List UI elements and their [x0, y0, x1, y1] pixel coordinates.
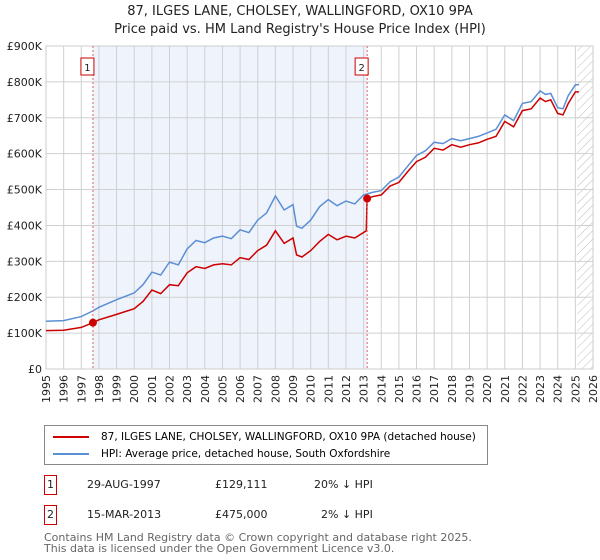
x-tick-label: 2020 [481, 375, 494, 403]
y-tick-label: £0 [28, 363, 42, 376]
y-tick-label: £900K [7, 40, 43, 53]
sale-point [363, 194, 372, 203]
price-chart: 1 2 1995 1996 1997 1998 1999 2000 2001 2002 2003 20… [7, 40, 600, 403]
x-tick-label: 1999 [111, 375, 124, 403]
legend-label: 87, ILGES LANE, CHOLSEY, WALLINGFORD, OX… [101, 431, 476, 443]
chart-subtitle: Price paid vs. HM Land Registry's House … [114, 22, 486, 37]
x-tick-label: 2021 [499, 375, 512, 403]
x-tick-label: 2005 [216, 375, 229, 403]
y-tick-label: £500K [7, 184, 43, 197]
x-tick-label: 2015 [393, 375, 406, 403]
x-tick-label: 2019 [463, 375, 476, 403]
chart-title: 87, ILGES LANE, CHOLSEY, WALLINGFORD, OX… [127, 4, 473, 19]
x-tick-label: 1996 [58, 375, 71, 403]
x-tick-label: 2012 [340, 375, 353, 403]
x-tick-label: 2000 [128, 375, 141, 403]
y-tick-label: £200K [7, 291, 43, 304]
x-tick-label: 2023 [534, 375, 547, 403]
forecast-hatch [577, 46, 593, 369]
transaction-badge: 1 [44, 475, 57, 495]
legend-item-property: 87, ILGES LANE, CHOLSEY, WALLINGFORD, OX… [53, 431, 476, 443]
legend-item-hpi: HPI: Average price, detached house, Sout… [53, 448, 390, 460]
x-tick-label: 2025 [569, 375, 582, 403]
x-tick-label: 2009 [287, 375, 300, 403]
x-tick-label: 2018 [446, 375, 459, 403]
y-tick-label: £600K [7, 148, 43, 161]
sale-marker-badge [354, 57, 369, 76]
x-tick-label: 2013 [358, 375, 371, 403]
x-tick-label: 2004 [199, 375, 212, 403]
blue-line-swatch [53, 453, 89, 455]
red-line-swatch [53, 436, 89, 438]
x-tick-label: 2001 [146, 375, 159, 403]
y-tick-label: £100K [7, 327, 43, 340]
transaction-date: 15-MAR-2013 [87, 508, 162, 521]
y-tick-label: £700K [7, 112, 43, 125]
footer: Contains HM Land Registry data © Crown c… [44, 532, 472, 554]
transaction-date: 29-AUG-1997 [87, 478, 161, 491]
transaction-price: £475,000 [215, 508, 268, 521]
x-tick-label: 2016 [411, 375, 424, 403]
x-tick-label: 2017 [428, 375, 441, 403]
sale-point [88, 318, 97, 327]
x-tick-label: 2010 [305, 375, 318, 403]
x-tick-label: 1995 [40, 375, 53, 403]
legend: 87, ILGES LANE, CHOLSEY, WALLINGFORD, OX… [44, 425, 488, 465]
sale-marker-label: 2 [358, 63, 364, 74]
x-tick-label: 2011 [322, 375, 335, 403]
y-tick-label: £800K [7, 76, 43, 89]
transaction-hpi: 2% ↓ HPI [321, 508, 373, 521]
x-tick-label: 1998 [93, 375, 106, 403]
plot-frame [45, 45, 594, 370]
x-tick-label: 2008 [269, 375, 282, 403]
x-tick-label: 2002 [164, 375, 177, 403]
x-tick-label: 2003 [181, 375, 194, 403]
x-tick-label: 1997 [75, 375, 88, 403]
series-line [45, 91, 579, 332]
transaction-badge: 2 [44, 505, 57, 525]
footer-line: This data is licensed under the Open Gov… [44, 542, 395, 555]
sold-period-shading [92, 46, 368, 369]
x-tick-label: 2006 [234, 375, 247, 403]
y-tick-label: £400K [7, 219, 43, 232]
transaction-price: £129,111 [215, 478, 268, 491]
x-tick-label: 2007 [252, 375, 265, 403]
transaction-hpi: 20% ↓ HPI [314, 478, 373, 491]
y-tick-label: £300K [7, 255, 43, 268]
x-tick-label: 2022 [516, 375, 529, 403]
x-tick-label: 2024 [552, 375, 565, 403]
series-line [45, 84, 579, 323]
legend-label: HPI: Average price, detached house, Sout… [101, 448, 391, 460]
sale-marker-badge [80, 57, 95, 76]
sale-marker-label: 1 [84, 63, 90, 74]
x-tick-label: 2026 [587, 375, 600, 403]
footer-line: Contains HM Land Registry data © Crown c… [44, 531, 472, 544]
x-tick-label: 2014 [375, 375, 388, 403]
